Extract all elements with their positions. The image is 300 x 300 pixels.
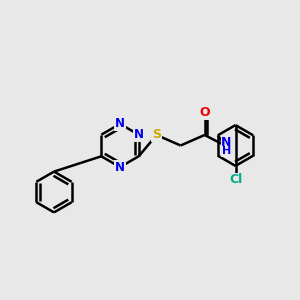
Text: N: N: [134, 128, 144, 141]
Text: O: O: [199, 106, 210, 119]
Text: S: S: [152, 128, 161, 142]
Text: H: H: [222, 146, 231, 157]
Text: N: N: [221, 136, 232, 149]
Text: N: N: [115, 117, 125, 130]
Text: N: N: [115, 160, 125, 174]
Text: Cl: Cl: [229, 173, 242, 186]
